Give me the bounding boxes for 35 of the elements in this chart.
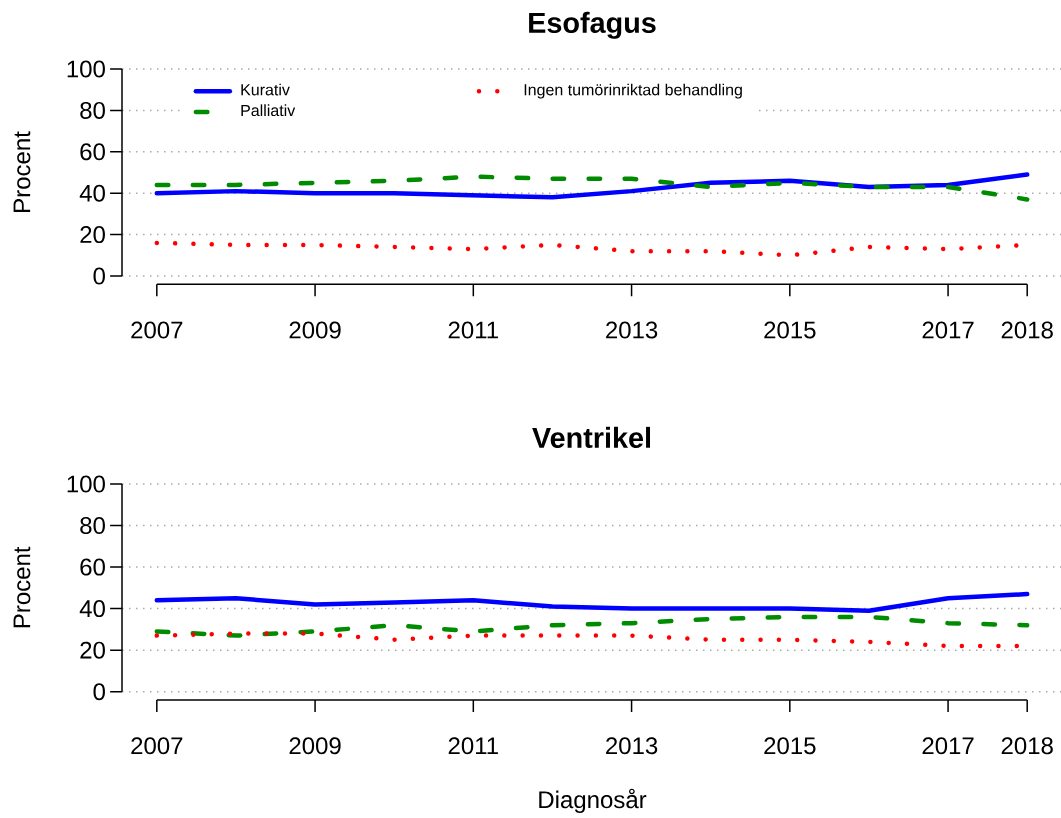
y-tick-label: 100 [67,60,105,78]
y-tick-label: 0 [93,267,105,285]
x-tick-label: 2017 [922,737,974,755]
y-tick-label: 40 [79,600,105,618]
x-tick-label: 2013 [606,737,658,755]
y-tick-label: 100 [67,475,105,493]
x-tick-label: 2007 [131,321,183,339]
x-axis-title: Diagnosår [539,788,647,813]
y-axis-title: Procent [13,546,31,628]
x-tick-label: 2011 [448,321,498,339]
y-tick-label: 20 [80,226,105,244]
x-tick-label: 2009 [289,321,341,339]
x-tick-label: 2011 [448,737,498,755]
y-tick-label: 80 [80,101,105,119]
x-tick-label: 2015 [764,737,816,755]
x-tick-label: 2018 [1001,321,1053,339]
x-tick-label: 2007 [131,737,183,755]
y-tick-label: 40 [79,184,105,202]
y-tick-label: 20 [80,641,105,659]
legend-label: Ingen tumörinriktad behandling [524,83,742,99]
chart-title: Ventrikel [532,426,650,448]
y-tick-label: 0 [93,683,105,701]
chart-title: Esofagus [529,11,656,39]
y-tick-label: 60 [80,558,105,576]
x-tick-label: 2015 [764,321,816,339]
legend-label: Kurativ [241,83,290,96]
x-tick-label: 2018 [1001,737,1053,755]
line-series [154,614,1030,638]
y-tick-label: 60 [80,143,105,161]
x-tick-label: 2009 [289,737,341,755]
legend-label: Palliativ [241,104,296,117]
y-axis-title: Procent [13,131,31,212]
y-tick-label: 80 [80,517,105,535]
x-tick-label: 2017 [922,321,974,339]
x-tick-label: 2013 [606,321,658,339]
